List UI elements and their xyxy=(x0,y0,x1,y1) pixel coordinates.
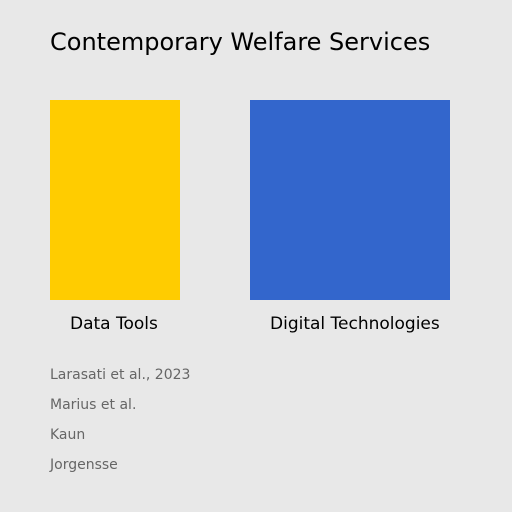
data-tools-block xyxy=(50,100,180,300)
reference-item: Larasati et al., 2023 xyxy=(50,367,191,383)
reference-list: Larasati et al., 2023 Marius et al. Kaun… xyxy=(50,366,190,486)
reference-item: Jorgensse xyxy=(50,457,118,473)
reference-item: Kaun xyxy=(50,427,86,443)
digital-technologies-block xyxy=(250,100,450,300)
diagram-title: Contemporary Welfare Services xyxy=(50,28,431,56)
data-tools-label: Data Tools xyxy=(70,314,158,334)
digital-technologies-label: Digital Technologies xyxy=(270,314,440,334)
reference-item: Marius et al. xyxy=(50,397,137,413)
